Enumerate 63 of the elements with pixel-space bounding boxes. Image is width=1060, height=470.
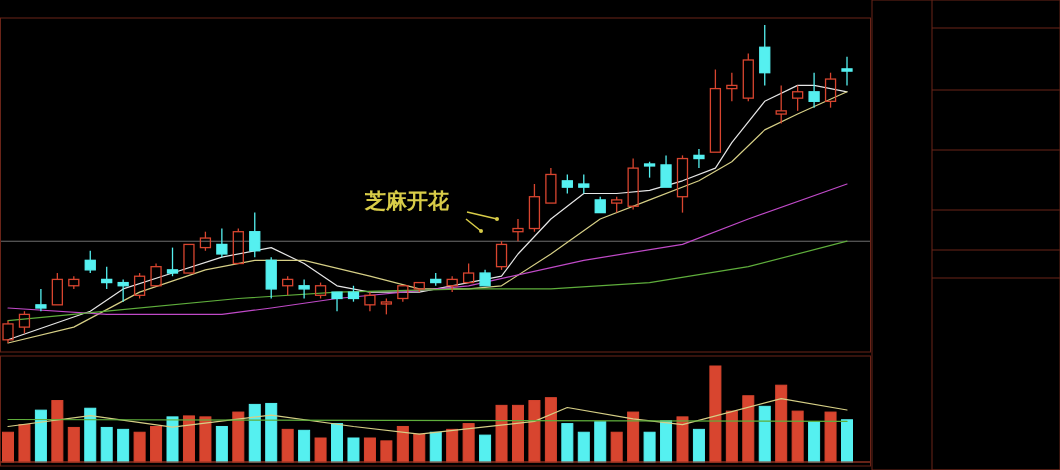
bar <box>117 428 130 463</box>
candlestick <box>693 148 705 169</box>
bar <box>215 425 228 463</box>
bar <box>775 384 788 463</box>
bar <box>51 400 64 463</box>
bar <box>808 421 821 463</box>
candlestick <box>627 157 639 211</box>
bar <box>347 437 360 463</box>
bar <box>544 397 557 463</box>
candlestick <box>364 291 376 312</box>
bar <box>331 423 344 463</box>
bar <box>594 421 607 463</box>
bar <box>18 424 31 463</box>
bar <box>363 437 376 463</box>
bar <box>528 400 541 463</box>
bar <box>150 425 163 463</box>
bar <box>380 440 393 463</box>
annotation: 芝麻开花 <box>364 188 450 213</box>
candlestick <box>35 288 47 312</box>
bar <box>709 365 722 463</box>
bar <box>742 395 755 463</box>
bar <box>676 416 689 463</box>
bar <box>100 426 113 463</box>
bar <box>248 403 261 463</box>
bar <box>610 431 623 463</box>
candlestick <box>841 56 853 87</box>
bar <box>725 410 738 463</box>
bar <box>627 411 640 463</box>
bar <box>495 404 508 463</box>
bar <box>166 416 179 463</box>
bar <box>182 415 195 463</box>
candlestick <box>2 320 14 344</box>
candlestick <box>298 278 310 300</box>
bar <box>2 431 14 463</box>
bar <box>84 407 97 463</box>
candlestick <box>808 72 820 109</box>
bar <box>298 429 311 463</box>
bar <box>199 416 212 463</box>
bar <box>281 428 294 463</box>
bar <box>824 411 837 463</box>
bar <box>429 431 442 463</box>
bar <box>446 428 459 463</box>
candlestick <box>216 227 228 258</box>
bar <box>758 405 771 463</box>
bar <box>133 431 146 463</box>
bar <box>34 409 47 463</box>
bar <box>643 431 656 463</box>
bar <box>67 426 80 463</box>
bar <box>511 404 524 463</box>
bar <box>396 425 409 463</box>
bar <box>413 433 426 463</box>
bar <box>791 410 804 463</box>
bar <box>462 423 475 463</box>
bar <box>479 434 492 463</box>
bar <box>692 428 705 463</box>
bar <box>232 411 245 463</box>
candlestick <box>512 218 524 242</box>
bar <box>577 431 590 463</box>
bar <box>660 420 673 463</box>
bar <box>841 419 853 463</box>
bar <box>561 423 574 463</box>
bar <box>314 437 327 463</box>
bar <box>265 402 278 463</box>
